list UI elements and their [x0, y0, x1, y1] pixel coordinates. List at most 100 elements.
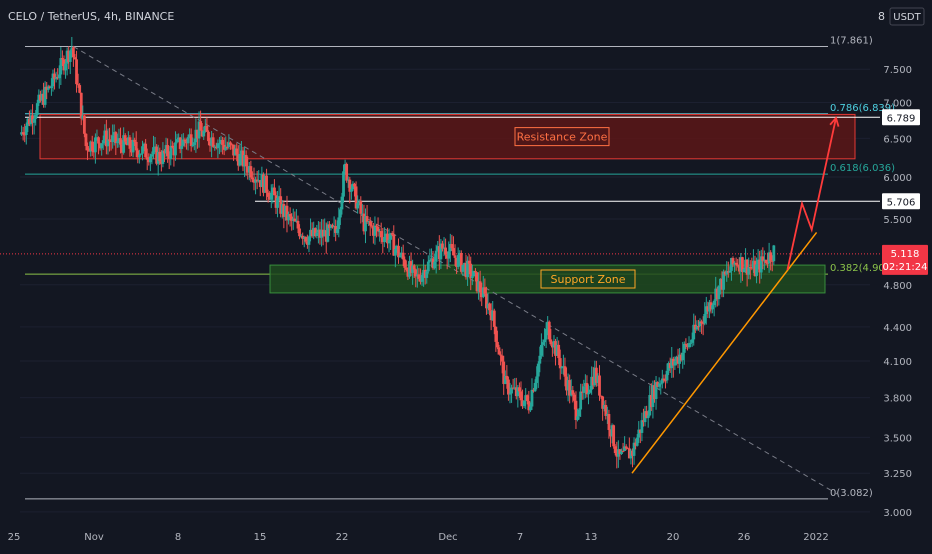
candle-body: [598, 375, 601, 396]
candle-body: [499, 354, 502, 356]
candle-body: [543, 339, 546, 343]
candle-body: [527, 401, 531, 411]
currency-label[interactable]: USDT: [893, 12, 921, 23]
candle-body: [475, 272, 479, 292]
candle-body: [510, 387, 513, 394]
y-tick-label: 6.000: [883, 173, 912, 184]
x-tick-label: 26: [738, 532, 751, 543]
candle-body: [208, 141, 212, 146]
candle-body: [329, 225, 333, 228]
candle-body: [126, 137, 130, 146]
candle-body: [148, 156, 152, 163]
currency-box[interactable]: [889, 7, 925, 26]
candle-body: [287, 214, 290, 221]
candle-body: [704, 306, 708, 314]
y-tick-label: 5.500: [883, 215, 912, 226]
candle-body: [733, 262, 736, 265]
candle-body: [240, 150, 243, 154]
candle-body: [634, 442, 638, 446]
candle-body: [175, 139, 179, 143]
candle-body: [100, 143, 104, 149]
candle-body: [186, 137, 190, 144]
candle-body: [211, 137, 215, 147]
candle-body: [81, 115, 85, 119]
candle-body: [265, 175, 268, 193]
candle-body: [221, 139, 224, 145]
candle-body: [588, 389, 592, 393]
candle-body: [387, 239, 391, 244]
candle-body: [114, 132, 118, 144]
candle-body: [115, 141, 119, 144]
candle-body: [345, 163, 349, 181]
candle-body: [580, 391, 584, 393]
candle-body: [620, 450, 623, 455]
candle-body: [288, 214, 292, 217]
candle-body: [97, 137, 100, 144]
candle-body: [596, 375, 600, 383]
candle-body: [323, 230, 327, 237]
candle-body: [205, 125, 209, 132]
candle-body: [332, 226, 336, 228]
price-tag: 6.789: [887, 113, 916, 124]
candle-body: [675, 356, 678, 362]
candle-body: [144, 143, 148, 158]
candle-body: [488, 303, 491, 311]
candle-body: [511, 387, 515, 389]
candle-body: [648, 395, 652, 416]
candle-body: [128, 137, 132, 149]
candle-body: [722, 271, 725, 290]
candle-body: [748, 267, 752, 269]
candle-body: [703, 313, 707, 324]
candle-body: [439, 243, 443, 260]
candle-body: [26, 118, 30, 126]
candle-body: [37, 94, 41, 104]
candle-body: [470, 276, 474, 279]
candle-body: [709, 302, 713, 310]
candle-body: [243, 155, 246, 167]
candle-body: [731, 258, 735, 265]
candle-body: [489, 310, 493, 321]
candle-body: [304, 237, 308, 242]
candle-body: [605, 414, 609, 416]
candle-body: [247, 166, 251, 173]
candle-body: [302, 237, 306, 239]
candle-body: [541, 342, 545, 345]
candle-body: [478, 281, 482, 293]
candle-body: [218, 143, 221, 145]
candle-body: [612, 425, 616, 447]
candle-body: [318, 229, 322, 238]
candle-body: [682, 343, 686, 353]
candle-body: [426, 261, 430, 272]
candle-body: [423, 269, 427, 278]
candle-body: [189, 134, 193, 147]
candle-body: [640, 420, 644, 433]
candle-body: [557, 344, 561, 359]
candle-body: [309, 229, 312, 237]
candle-body: [720, 278, 724, 290]
candle-body: [536, 363, 540, 377]
candle-body: [155, 146, 159, 164]
candle-body: [568, 380, 572, 396]
zone-label: Support Zone: [551, 273, 626, 286]
candle-body: [412, 265, 416, 270]
candle-body: [472, 271, 476, 277]
candle-body: [326, 224, 330, 242]
candle-body: [664, 380, 667, 382]
candle-body: [712, 300, 716, 306]
candle-body: [397, 245, 400, 258]
candle-body: [108, 139, 111, 141]
candle-body: [68, 50, 72, 62]
candle-body: [513, 387, 517, 389]
candle-body: [673, 361, 677, 366]
y-tick-label: 4.800: [883, 281, 912, 292]
candle-body: [491, 310, 495, 321]
candle-body: [627, 448, 631, 459]
candle-body: [662, 378, 666, 381]
candle-body: [191, 144, 195, 147]
candle-body: [604, 405, 608, 416]
candle-body: [232, 144, 235, 156]
candle-body: [529, 406, 532, 411]
candle-body: [365, 216, 369, 222]
candle-body: [590, 376, 594, 390]
